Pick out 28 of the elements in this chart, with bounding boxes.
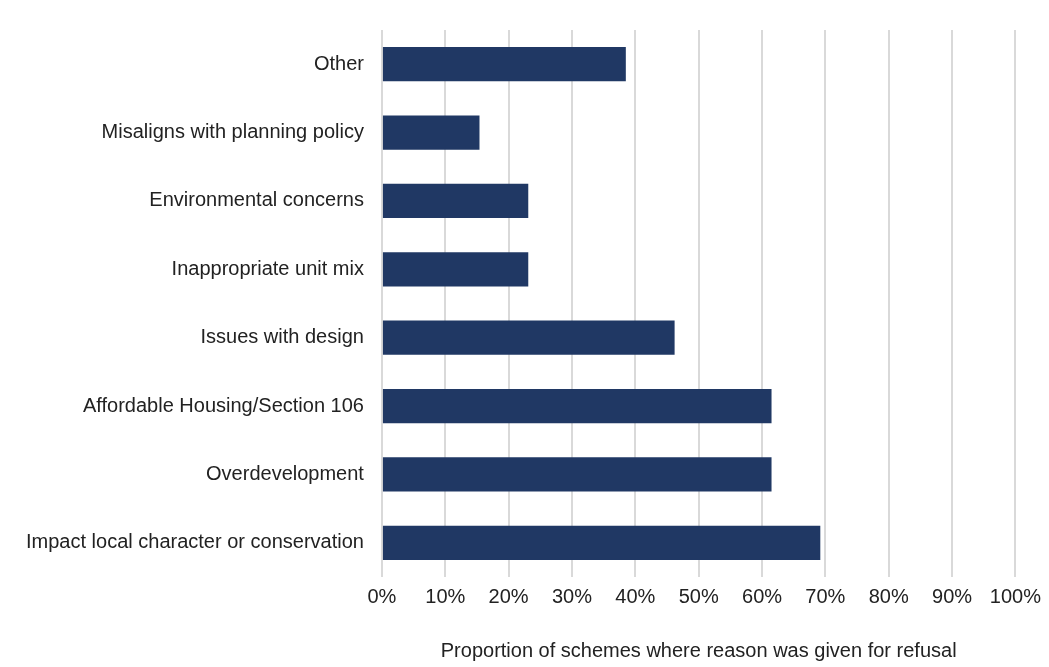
bar bbox=[382, 525, 821, 560]
y-tick-label: Environmental concerns bbox=[149, 188, 364, 211]
x-tick-label: 30% bbox=[551, 584, 593, 607]
x-tick-label: 70% bbox=[805, 584, 846, 607]
y-tick-label: Affordable Housing/Section 106 bbox=[82, 393, 364, 416]
y-tick-label: Misaligns with planning policy bbox=[101, 120, 364, 143]
x-tick-label: 0% bbox=[367, 584, 397, 607]
x-tick-label: 10% bbox=[425, 584, 466, 607]
y-tick-label: Overdevelopment bbox=[206, 461, 365, 484]
x-tick-label: 80% bbox=[868, 584, 909, 607]
y-tick-label: Inappropriate unit mix bbox=[171, 256, 364, 279]
y-tick-label: Other bbox=[313, 51, 365, 74]
bar bbox=[382, 183, 529, 219]
x-axis-title: Proportion of schemes where reason was given for refusal bbox=[440, 638, 957, 661]
bar bbox=[382, 457, 772, 492]
y-tick-label: Impact local character or conservation bbox=[25, 530, 364, 553]
bar bbox=[382, 47, 626, 82]
x-tick-label: 60% bbox=[742, 584, 783, 607]
x-tick-label: 50% bbox=[678, 584, 719, 607]
bar bbox=[382, 388, 772, 424]
bar bbox=[382, 252, 529, 287]
bar bbox=[382, 320, 675, 355]
x-tick-label: 20% bbox=[488, 584, 529, 607]
y-tick-label: Issues with design bbox=[200, 325, 364, 348]
x-tick-label: 40% bbox=[615, 584, 656, 607]
x-tick-label: 90% bbox=[932, 584, 973, 607]
x-tick-label: 100% bbox=[989, 584, 1042, 607]
bar bbox=[382, 115, 480, 150]
